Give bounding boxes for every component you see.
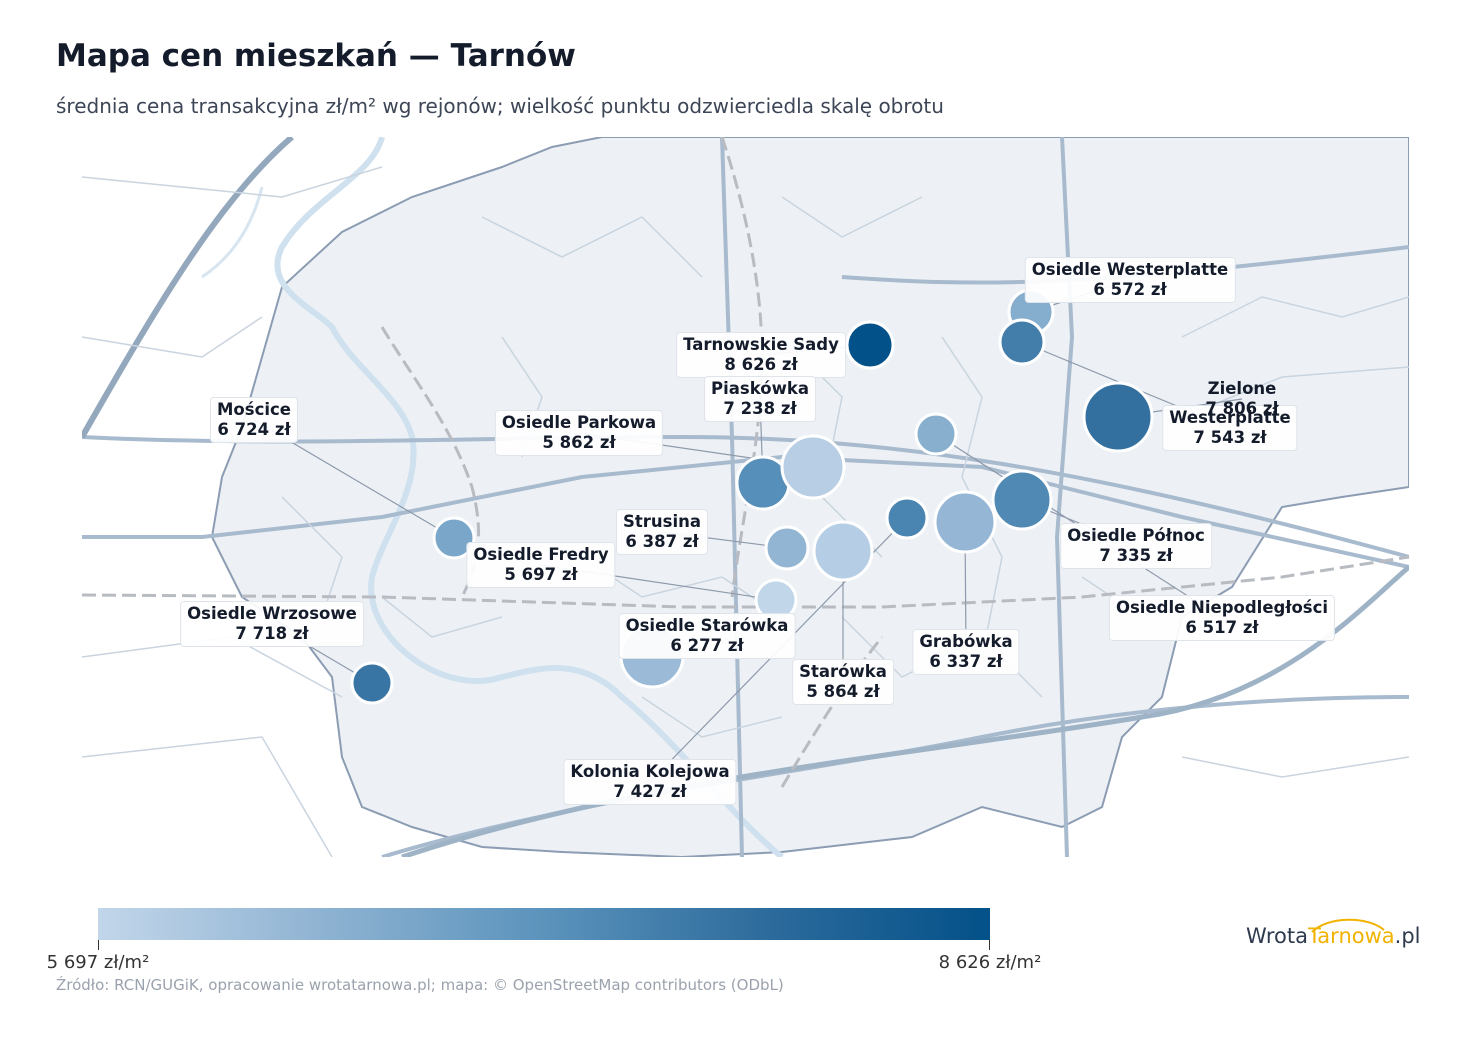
district-point-14[interactable] [812,520,874,582]
river [274,137,784,857]
label-piaskowka: Piaskówka 7 238 zł [704,376,816,422]
logo-arc-icon [1311,918,1385,933]
colorbar-min-label: 5 697 zł/m² [46,952,150,973]
colorbar-tick-min [98,940,99,950]
district-point-15[interactable] [885,496,929,540]
motorway [82,137,294,439]
logo[interactable]: WrotaTarnowa.pl [1246,924,1421,948]
district-point-5[interactable] [432,516,476,560]
district-point-9[interactable] [991,469,1053,531]
label-moscice: Mościce 6 724 zł [210,397,298,443]
source-note: Źródło: RCN/GUGiK, opracowanie wrotatarn… [56,976,784,994]
label-strusina: Strusina 6 387 zł [615,509,709,555]
label-osiedle-wrzosowe: Osiedle Wrzosowe 7 718 zł [180,601,364,647]
district-point-11[interactable] [914,412,958,456]
label-starowka: Starówka 5 864 zł [792,659,894,705]
label-grabowka: Grabówka 6 337 zł [912,629,1020,675]
colorbar-tick-max [989,940,990,950]
page-title: Mapa cen mieszkań — Tarnów [56,38,576,74]
district-point-13[interactable] [933,490,997,554]
label-osiedle-westerplatte: Osiedle Westerplatte 6 572 zł [1024,257,1236,303]
label-zielone: Zielone 7 806 zł [1205,379,1279,418]
label-kolonia-kolejowa: Kolonia Kolejowa 7 427 zł [563,759,737,805]
label-osiedle-starowka: Osiedle Starówka 6 277 zł [618,613,796,659]
label-osiedle-parkowa: Osiedle Parkowa 5 862 zł [494,410,664,456]
colorbar-max-label: 8 626 zł/m² [938,952,1042,973]
label-osiedle-niepodleglosci: Osiedle Niepodległości 6 517 zł [1108,595,1336,641]
map-canvas[interactable]: Osiedle Westerplatte 6 572 zł Tarnowskie … [82,137,1409,857]
colorbar [98,908,990,940]
district-point-3[interactable] [1082,381,1154,453]
district-points [253,279,1243,783]
district-point-7[interactable] [764,525,810,571]
label-tarnowskie-sady: Tarnowskie Sady 8 626 zł [676,332,846,378]
district-point-10[interactable] [350,661,394,705]
page-subtitle: średnia cena transakcyjna zł/m² wg rejon… [56,94,944,118]
district-point-4[interactable] [998,318,1046,366]
label-osiedle-polnoc: Osiedle Północ 7 335 zł [1060,523,1212,569]
district-point-1[interactable] [845,320,895,370]
label-westerplatte: Westerplatte 7 543 zł [1162,405,1298,451]
district-point-6[interactable] [780,434,846,500]
label-osiedle-fredry: Osiedle Fredry 5 697 zł [466,542,616,588]
